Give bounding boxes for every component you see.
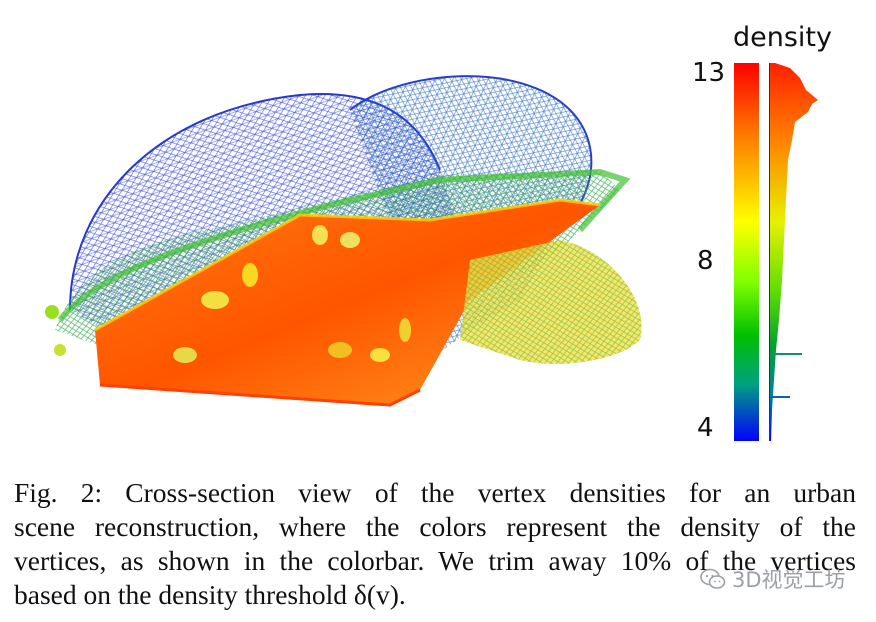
colorbar-tick-label: 8 [697,246,714,276]
colorbar-tick-label: 4 [697,413,714,443]
colorbar-tick-label: 13 [692,58,726,88]
watermark: 3D视觉工坊 [700,564,846,594]
wechat-icon [700,568,726,589]
colorbar-title: density [733,22,832,53]
caption-line: scene reconstruction, where the colors r… [14,511,856,542]
watermark-text: 3D视觉工坊 [732,568,846,592]
figure-caption: Fig. 2: Cross-section view of the vertex… [14,476,856,612]
density-histogram [770,63,818,441]
caption-line: based on the density threshold δ(v). [14,579,406,610]
figure-panel [45,63,818,441]
colorbar [734,63,759,441]
reconstruction-render [45,75,642,407]
caption-line: Fig. 2: Cross-section view of the vertex… [14,477,856,508]
